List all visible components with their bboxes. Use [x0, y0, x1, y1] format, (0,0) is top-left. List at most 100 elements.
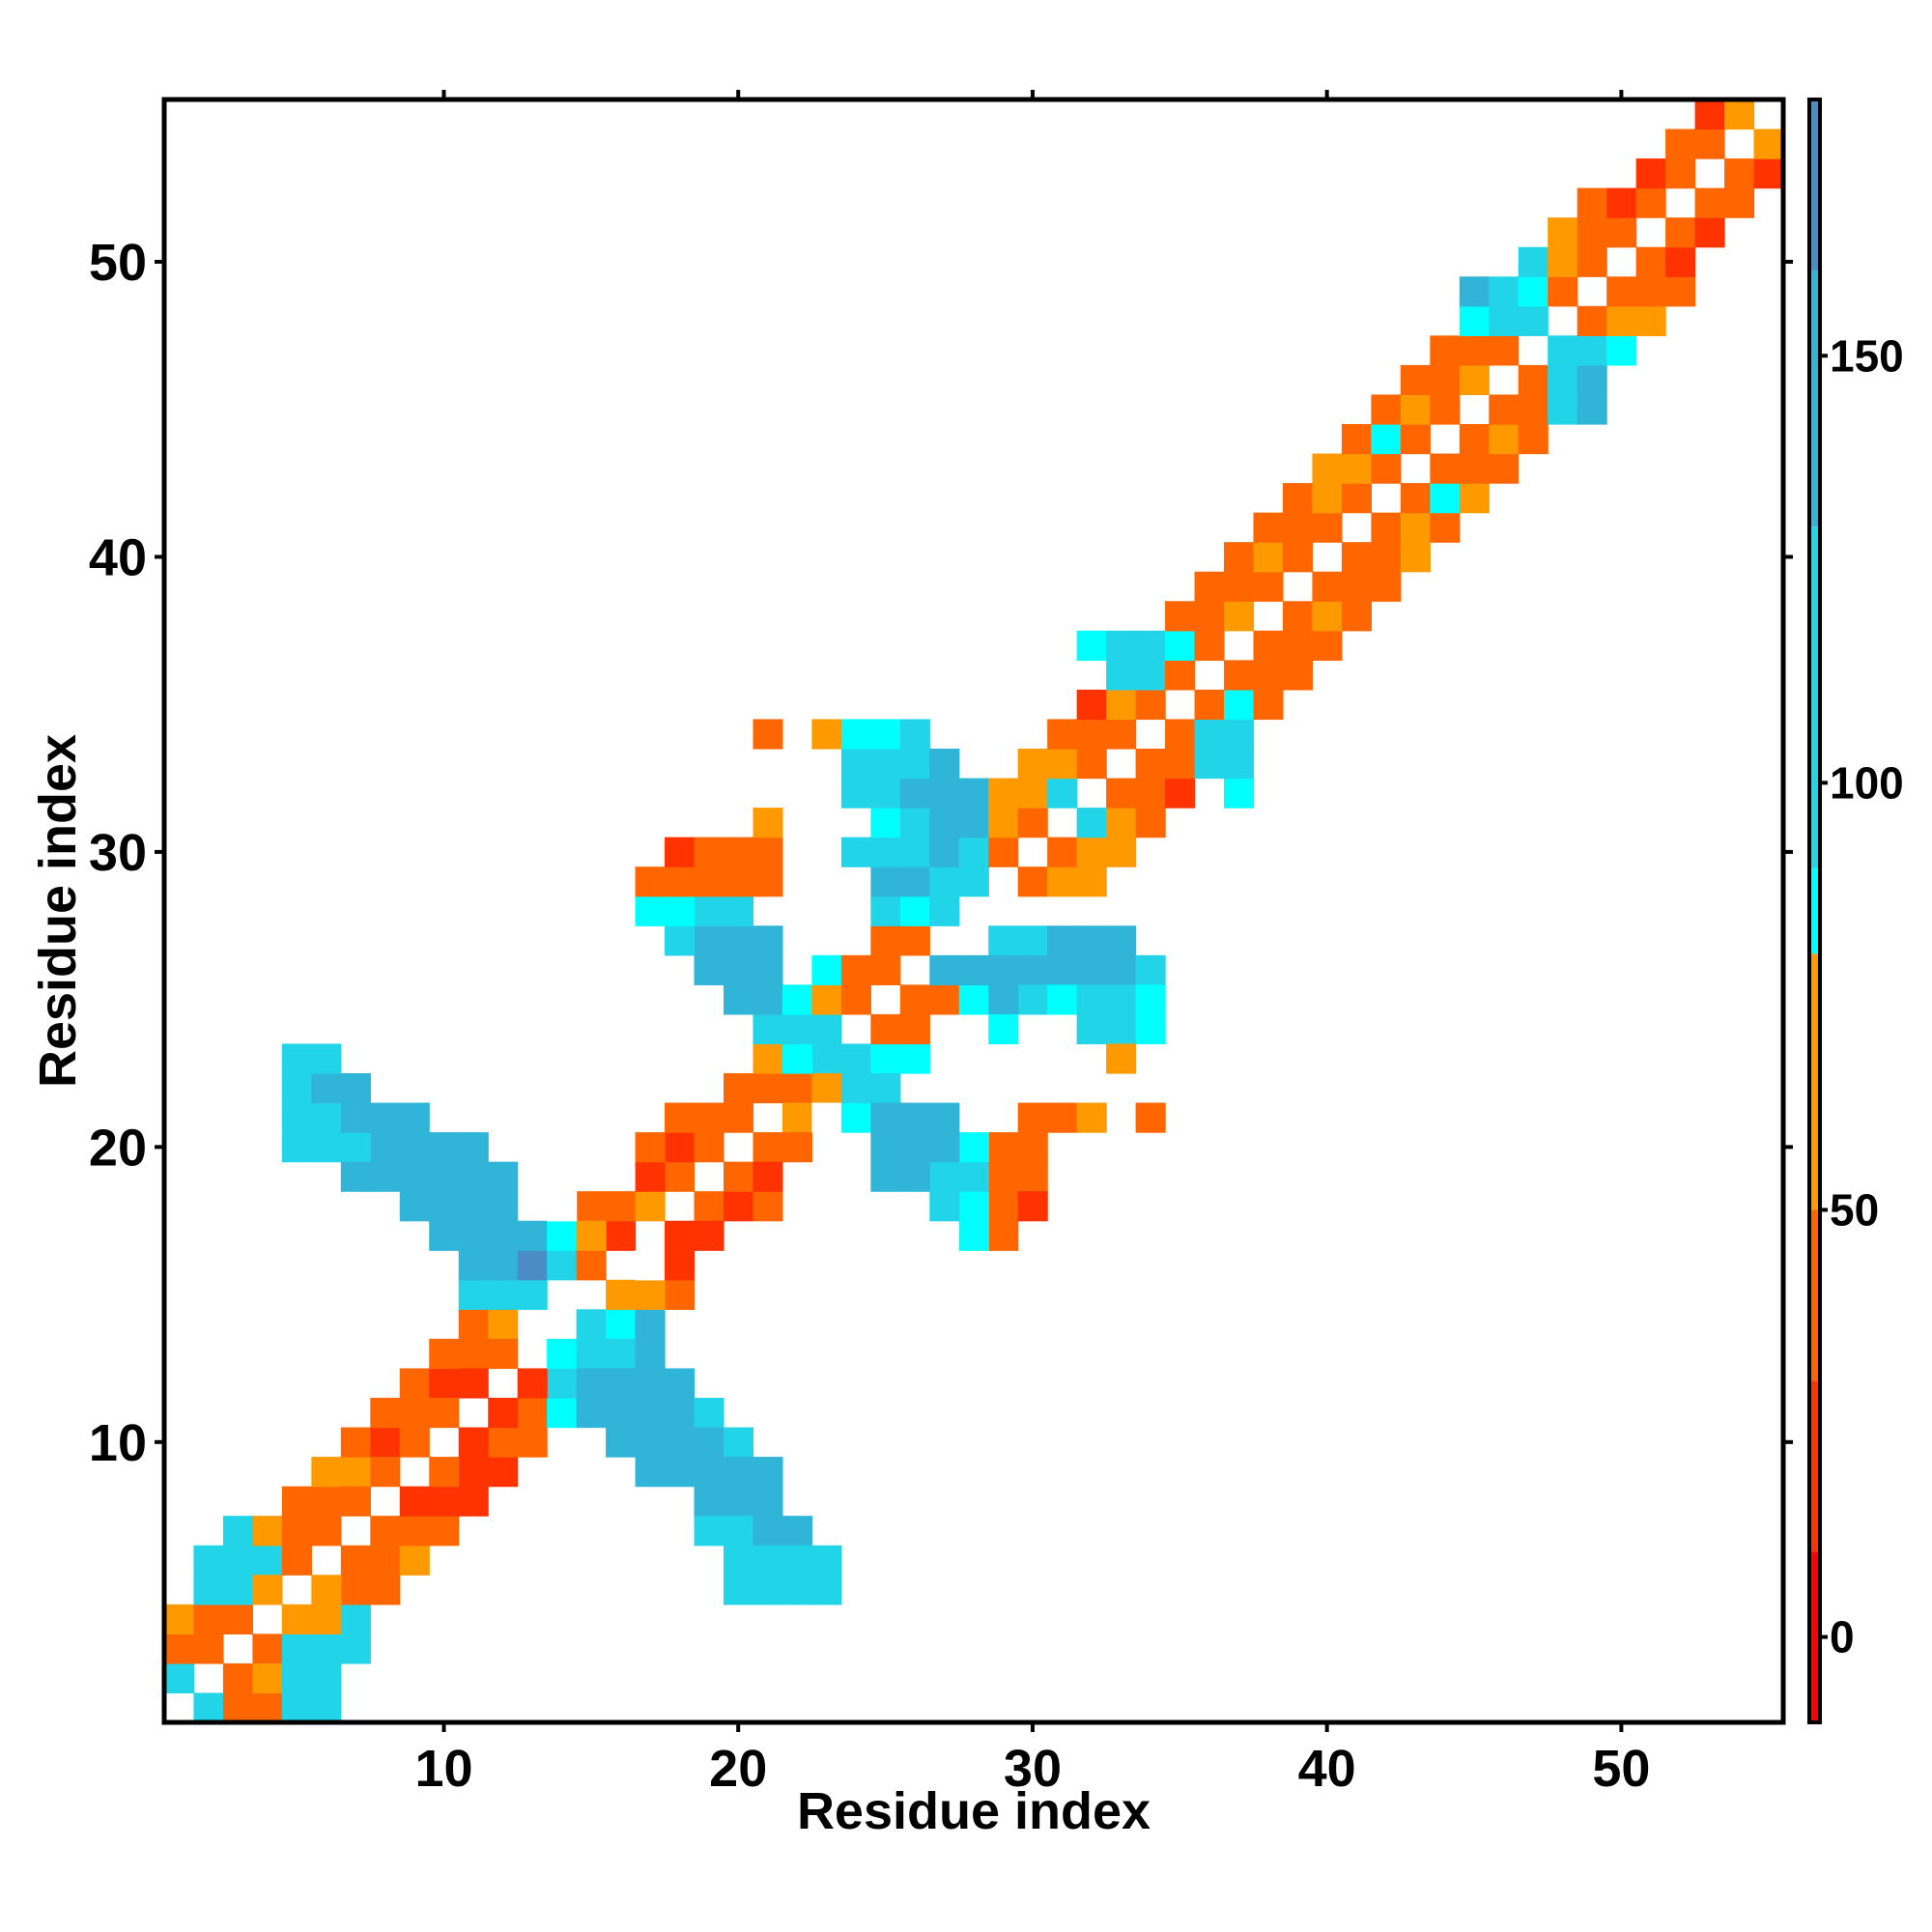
heatmap-cell: [1282, 542, 1314, 573]
heatmap-cell: [1518, 364, 1548, 396]
heatmap-cell: [399, 1102, 430, 1133]
heatmap-cell: [1047, 984, 1078, 1015]
heatmap-cell: [1047, 925, 1078, 956]
heatmap-cell: [665, 1427, 696, 1458]
heatmap-cell: [488, 1427, 519, 1458]
heatmap-cell: [1548, 305, 1578, 336]
heatmap-cell: [458, 1191, 489, 1222]
heatmap-cell: [1606, 305, 1637, 336]
heatmap-cell: [1665, 276, 1696, 307]
y-tick-label: 20: [89, 1119, 147, 1177]
heatmap-cell: [1400, 542, 1431, 573]
heatmap-cell: [1400, 394, 1431, 425]
heatmap-cell: [429, 1368, 460, 1399]
heatmap-cell: [694, 867, 724, 897]
heatmap-cell: [929, 984, 960, 1015]
heatmap-cell: [1047, 837, 1078, 867]
heatmap-cell: [193, 1634, 224, 1664]
heatmap-cell: [665, 1368, 696, 1399]
heatmap-cell: [899, 925, 930, 956]
heatmap-cell: [958, 808, 989, 838]
heatmap-cell: [606, 1279, 637, 1310]
heatmap-cell: [1047, 867, 1078, 897]
heatmap-cell: [1194, 630, 1225, 661]
heatmap-cell: [1135, 808, 1166, 838]
heatmap-cell: [399, 1486, 430, 1517]
heatmap-cell: [811, 1545, 842, 1576]
heatmap-cell: [1312, 453, 1343, 484]
heatmap-cell: [281, 1073, 312, 1104]
heatmap-cell: [840, 1013, 871, 1045]
heatmap-cell: [899, 1013, 930, 1045]
heatmap-cell: [222, 1575, 254, 1605]
heatmap-cell: [899, 719, 930, 750]
heatmap-cell: [576, 1279, 607, 1310]
heatmap-cell: [1017, 925, 1048, 956]
heatmap-cell: [635, 1161, 666, 1192]
heatmap-cell: [1518, 276, 1548, 307]
heatmap-cell: [429, 1486, 460, 1517]
heatmap-cell: [1017, 837, 1048, 867]
heatmap-cell: [1606, 246, 1637, 277]
heatmap-cell: [429, 1191, 460, 1222]
heatmap-cell: [1459, 305, 1490, 336]
heatmap-cell: [929, 1102, 960, 1133]
heatmap-cell: [1430, 364, 1461, 396]
heatmap-cell: [665, 1457, 696, 1488]
heatmap-cell: [1017, 1161, 1048, 1192]
heatmap-cell: [1224, 630, 1255, 661]
heatmap-cell: [781, 1102, 812, 1133]
heatmap-cell: [1224, 571, 1255, 602]
x-tick-label: 40: [1298, 1740, 1356, 1798]
colorbar-frame: [1807, 98, 1822, 1724]
heatmap-cell: [840, 719, 871, 750]
heatmap-cell: [488, 1161, 519, 1192]
heatmap-cell: [1459, 276, 1490, 307]
heatmap-cell: [340, 1516, 371, 1547]
heatmap-cell: [1489, 364, 1520, 396]
heatmap-cell: [929, 1191, 960, 1222]
heatmap-cell: [753, 1132, 783, 1163]
heatmap-cell: [1282, 571, 1314, 602]
heatmap-cell: [1106, 749, 1137, 780]
heatmap-cell: [488, 1250, 519, 1281]
heatmap-cell: [1312, 630, 1343, 661]
heatmap-cell: [694, 1132, 724, 1163]
heatmap-cell: [1548, 335, 1578, 366]
heatmap-cell: [1017, 808, 1048, 838]
heatmap-cell: [1076, 808, 1107, 838]
heatmap-cell: [222, 1545, 254, 1576]
heatmap-cell: [1430, 335, 1461, 366]
heatmap-cell: [429, 1220, 460, 1251]
heatmap-cell: [635, 1457, 666, 1488]
colorbar-band: [1809, 526, 1820, 868]
heatmap-cell: [1017, 1132, 1048, 1163]
heatmap-cell: [1017, 954, 1048, 985]
heatmap-cell: [458, 1250, 489, 1281]
heatmap-cell: [1341, 571, 1372, 602]
heatmap-cell: [1430, 512, 1461, 543]
colorbar-band: [1809, 270, 1820, 527]
heatmap-cell: [1724, 128, 1755, 159]
heatmap-cell: [1047, 954, 1078, 985]
heatmap-cell: [606, 1250, 637, 1281]
heatmap-cell: [665, 895, 696, 926]
heatmap-cell: [370, 1457, 401, 1488]
heatmap-cell: [547, 1309, 578, 1340]
heatmap-cell: [1577, 394, 1607, 425]
heatmap-cell: [1694, 217, 1725, 248]
heatmap-cell: [458, 1279, 489, 1310]
heatmap-cell: [576, 1368, 607, 1399]
heatmap-cell: [1577, 364, 1607, 396]
heatmap-cell: [1577, 217, 1607, 248]
heatmap-cell: [1224, 601, 1255, 632]
heatmap-cell: [811, 1013, 842, 1045]
heatmap-cell: [1400, 453, 1431, 484]
heatmap-cell: [870, 867, 901, 897]
heatmap-cell: [1135, 630, 1166, 661]
heatmap-cell: [723, 1073, 754, 1104]
heatmap-cell: [635, 1427, 666, 1458]
heatmap-cell: [1253, 542, 1284, 573]
heatmap-cell: [665, 1132, 696, 1163]
